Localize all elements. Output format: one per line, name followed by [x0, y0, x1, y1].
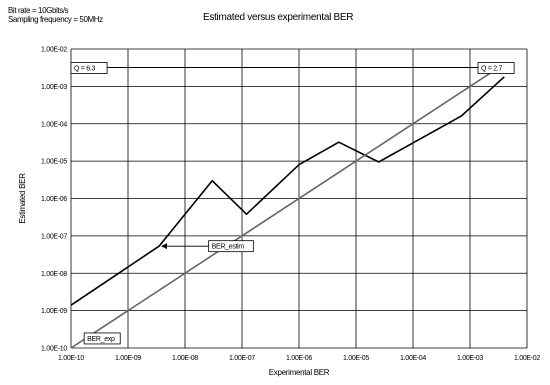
annotation-q-2-7-box [477, 62, 515, 74]
x-tick-label: 1.00E-06 [286, 355, 312, 362]
y-axis-title: Estimated BER [18, 173, 27, 224]
y-tick-label: 1.00E-04 [41, 121, 67, 128]
y-tick-label: 1.00E-09 [41, 308, 67, 315]
series-line-ber-exp [70, 63, 505, 349]
y-tick-label: 1.00E-06 [41, 196, 67, 203]
x-tick-label: 1.00E-05 [343, 355, 369, 362]
series-lines [70, 63, 505, 349]
y-tick-label: 1.00E-03 [41, 84, 67, 91]
x-tick-label: 1.00E-09 [115, 355, 141, 362]
annotation-ber-estim-arrowhead [161, 243, 168, 250]
bitrate-label: Bit rate = 10Gbits/s [8, 6, 69, 15]
y-tick-label: 1.00E-07 [41, 233, 67, 240]
x-tick-label: 1.00E-10 [58, 355, 84, 362]
x-tick-label: 1.00E-08 [172, 355, 198, 362]
annotation-q-6-3: Q = 6.3 [74, 65, 95, 72]
x-tick-label: 1.00E-04 [400, 355, 426, 362]
y-tick-label: 1.00E-05 [41, 159, 67, 166]
annotation-q-6-3-box [70, 62, 108, 74]
x-axis-title: Experimental BER [269, 368, 330, 377]
axis-titles: Experimental BER Estimated BER [18, 173, 330, 377]
y-tick-label: 1.00E-10 [41, 346, 67, 353]
tick-labels: 1.00E-10 1.00E-09 1.00E-08 1.00E-07 1.00E-06… [41, 47, 541, 363]
sampling-frequency-label: Sampling frequency = 50MHz [8, 15, 103, 24]
x-tick-label: 1.00E-02 [514, 355, 540, 362]
y-tick-label: 1.00E-08 [41, 271, 67, 278]
annotation-ber-exp: BER_exp [87, 336, 115, 343]
x-tick-label: 1.00E-07 [229, 355, 255, 362]
chart-title: Estimated versus experimental BER [203, 12, 354, 23]
grid [70, 48, 528, 349]
annotation-ber-estim: BER_estim [212, 244, 245, 251]
annotation-q-2-7: Q = 2.7 [481, 65, 502, 72]
x-tick-label: 1.00E-03 [457, 355, 483, 362]
y-tick-label: 1.00E-02 [41, 47, 67, 54]
annotations: BER_estim BER_exp Q = 6.3 Q = 2.7 [70, 62, 515, 345]
series-line-ber-estim [70, 76, 505, 306]
annotation-ber-exp-box [83, 332, 121, 345]
